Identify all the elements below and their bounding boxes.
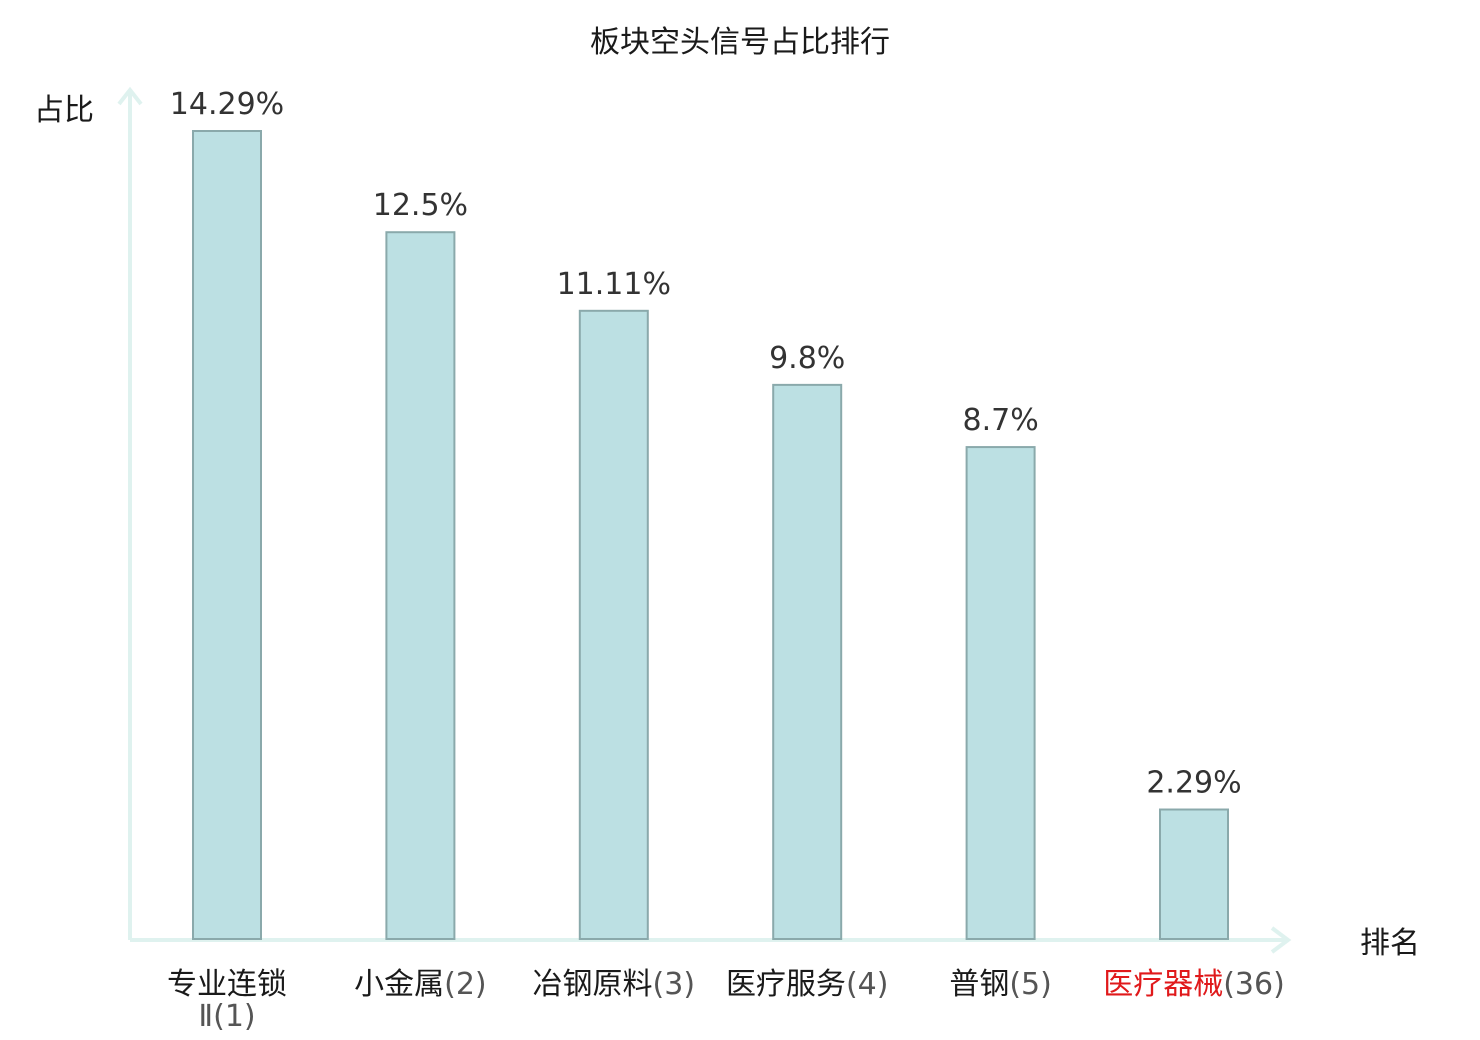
bar-value-label: 2.29% bbox=[1146, 766, 1241, 801]
category-name: 医疗服务 bbox=[726, 967, 846, 1002]
x-axis-arrow bbox=[1270, 926, 1292, 954]
category-rank: (2) bbox=[444, 967, 487, 1002]
bar bbox=[385, 231, 456, 940]
bar-value-label: 8.7% bbox=[962, 403, 1038, 438]
y-axis-arrow bbox=[117, 86, 143, 106]
bar bbox=[772, 383, 843, 940]
category-rank: (3) bbox=[653, 967, 696, 1002]
value-labels: 14.29% 12.5% 11.11% 9.8% 8.7% 2.29% bbox=[170, 87, 1242, 801]
bar-value-label: 9.8% bbox=[769, 341, 845, 376]
bar-value-label: 12.5% bbox=[373, 188, 468, 223]
category-name: 医疗器械 bbox=[1103, 967, 1223, 1002]
category-label: 冶钢原料(3) bbox=[533, 967, 696, 1002]
bar bbox=[965, 446, 1036, 940]
category-rank: (36) bbox=[1223, 967, 1285, 1002]
bars bbox=[192, 130, 1229, 940]
category-name: 冶钢原料 bbox=[533, 967, 653, 1002]
category-label-continued: Ⅱ(1) bbox=[198, 999, 255, 1034]
axes bbox=[117, 86, 1292, 954]
category-name: 小金属 bbox=[354, 967, 444, 1002]
category-label: 医疗器械(36) bbox=[1103, 967, 1285, 1002]
category-name: 普钢 bbox=[949, 967, 1009, 1002]
bar bbox=[192, 130, 262, 940]
bar bbox=[1159, 808, 1229, 940]
bar-value-label: 14.29% bbox=[170, 87, 284, 122]
category-label: 医疗服务(4) bbox=[726, 967, 889, 1002]
category-label: 专业连锁 bbox=[167, 967, 287, 1002]
chart-title: 板块空头信号占比排行 bbox=[590, 25, 890, 60]
bar-value-label: 11.11% bbox=[557, 267, 671, 302]
x-axis-label: 排名 bbox=[1360, 926, 1420, 961]
category-label: 普钢(5) bbox=[949, 967, 1052, 1002]
y-axis-label: 占比 bbox=[34, 93, 94, 128]
category-rank: (4) bbox=[846, 967, 889, 1002]
category-rank: (5) bbox=[1009, 967, 1052, 1002]
category-label: 小金属(2) bbox=[354, 967, 487, 1002]
bar bbox=[578, 309, 649, 940]
